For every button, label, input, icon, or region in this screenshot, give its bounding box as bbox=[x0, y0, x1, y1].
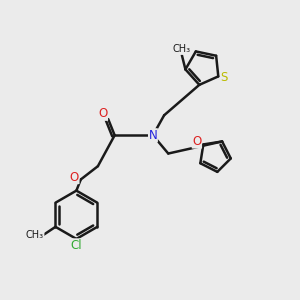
Text: CH₃: CH₃ bbox=[173, 44, 191, 54]
Text: N: N bbox=[148, 129, 157, 142]
Text: O: O bbox=[192, 135, 202, 148]
Text: S: S bbox=[220, 71, 228, 84]
Text: CH₃: CH₃ bbox=[26, 230, 44, 240]
Text: O: O bbox=[70, 171, 79, 184]
Text: O: O bbox=[98, 107, 107, 120]
Text: Cl: Cl bbox=[70, 239, 82, 252]
